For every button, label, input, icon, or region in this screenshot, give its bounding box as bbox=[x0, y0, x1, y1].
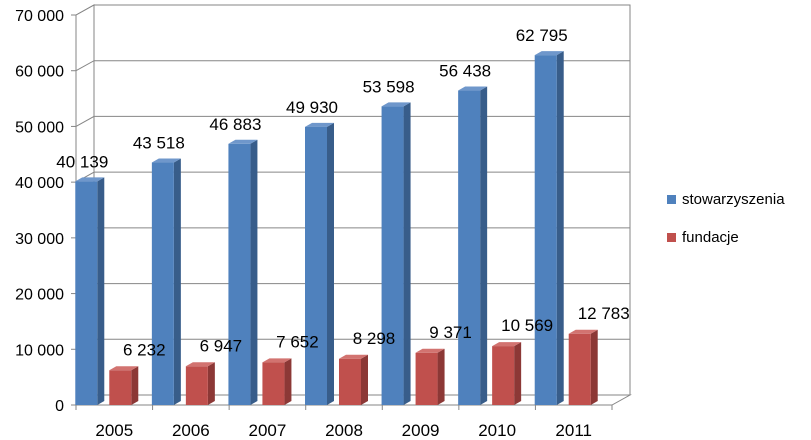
bar-top bbox=[262, 358, 292, 363]
x-axis-ticks: 2005 2006 2007 2008 2009 2010 2011 bbox=[75, 405, 613, 440]
x-tick-label: 2008 bbox=[325, 421, 363, 440]
bar-top bbox=[492, 342, 522, 347]
bar-side bbox=[207, 362, 215, 405]
gridline bbox=[75, 115, 630, 127]
data-label: 12 783 bbox=[578, 304, 630, 323]
bar-side bbox=[131, 366, 139, 405]
data-labels: 40 139 43 518 46 883 49 930 53 598 56 438 62 7… bbox=[56, 26, 629, 359]
y-axis-ticks: 0 10 000 20 000 30 000 40 000 50 000 60 000 70 … bbox=[15, 8, 64, 415]
bar-stowarzyszenia-2009 bbox=[381, 106, 404, 405]
bar-fundacje-2007 bbox=[262, 362, 285, 405]
x-tick-label: 2006 bbox=[172, 421, 210, 440]
bar-stowarzyszenia-2008 bbox=[305, 126, 327, 405]
gridline bbox=[75, 60, 630, 72]
data-label: 10 569 bbox=[501, 316, 553, 335]
data-label: 9 371 bbox=[429, 323, 472, 342]
data-label: 62 795 bbox=[516, 26, 568, 45]
bar-side bbox=[327, 122, 334, 405]
y-tick-label: 10 000 bbox=[15, 342, 64, 359]
bar-top bbox=[568, 329, 598, 334]
bar-side bbox=[250, 139, 258, 405]
bar-side bbox=[556, 51, 564, 405]
bar-fundacje-2009 bbox=[415, 352, 438, 405]
bar-top bbox=[75, 177, 105, 182]
legend-item-stowarzyszenia: stowarzyszenia bbox=[667, 188, 785, 210]
legend-item-fundacje: fundacje bbox=[667, 226, 785, 248]
x-tick-label: 2005 bbox=[95, 421, 133, 440]
data-label: 40 139 bbox=[56, 152, 108, 171]
data-label: 56 438 bbox=[439, 62, 491, 81]
y-tick-label: 50 000 bbox=[15, 119, 64, 136]
bar-top bbox=[339, 354, 368, 359]
legend: stowarzyszenia fundacje bbox=[667, 188, 785, 264]
bar-side bbox=[284, 358, 292, 405]
data-label: 53 598 bbox=[363, 77, 415, 96]
y-tick-label: 70 000 bbox=[15, 8, 64, 25]
data-label: 8 298 bbox=[353, 329, 396, 348]
y-tick-label: 30 000 bbox=[15, 231, 64, 248]
bar-top bbox=[109, 366, 139, 371]
data-label: 43 518 bbox=[133, 134, 185, 153]
bar-side bbox=[437, 348, 445, 405]
gridline bbox=[75, 4, 630, 16]
bar-top bbox=[305, 122, 334, 127]
bars bbox=[75, 51, 598, 405]
bar-top bbox=[381, 102, 411, 107]
bar-fundacje-2011 bbox=[568, 333, 591, 405]
x-tick-label: 2011 bbox=[555, 421, 592, 440]
bar-stowarzyszenia-2007 bbox=[228, 143, 251, 405]
data-label: 6 232 bbox=[123, 340, 166, 359]
y-tick-label: 0 bbox=[55, 398, 64, 415]
bar-top bbox=[228, 139, 258, 144]
bar-fundacje-2008 bbox=[339, 358, 361, 405]
bar-side bbox=[514, 342, 522, 405]
legend-label-stowarzyszenia: stowarzyszenia bbox=[682, 190, 785, 208]
y-tick-label: 40 000 bbox=[15, 175, 64, 192]
data-label: 46 883 bbox=[209, 115, 261, 134]
x-tick-label: 2007 bbox=[249, 421, 287, 440]
bar-stowarzyszenia-2011 bbox=[534, 55, 557, 405]
bar-side bbox=[403, 102, 411, 405]
bar-stowarzyszenia-2005 bbox=[75, 181, 98, 405]
x-tick-label: 2009 bbox=[402, 421, 440, 440]
y-tick-label: 20 000 bbox=[15, 287, 64, 304]
data-label: 6 947 bbox=[200, 336, 243, 355]
y-tick-label: 60 000 bbox=[15, 64, 64, 81]
bar-fundacje-2006 bbox=[185, 366, 208, 405]
legend-swatch-fundacje bbox=[667, 232, 676, 242]
legend-swatch-stowarzyszenia bbox=[667, 194, 676, 204]
bar-top bbox=[534, 51, 564, 56]
bar-side bbox=[97, 177, 105, 405]
data-label: 7 652 bbox=[276, 332, 319, 351]
bar-fundacje-2005 bbox=[109, 370, 132, 405]
bar-stowarzyszenia-2006 bbox=[151, 162, 174, 405]
bar-top bbox=[151, 158, 181, 163]
bar-side bbox=[590, 329, 598, 405]
bar-top bbox=[185, 362, 215, 367]
x-tick-label: 2010 bbox=[478, 421, 516, 440]
bar-side bbox=[173, 158, 181, 405]
bar-top bbox=[458, 86, 488, 91]
bar-side bbox=[361, 354, 368, 405]
data-label: 49 930 bbox=[286, 98, 338, 117]
bar-fundacje-2010 bbox=[492, 346, 515, 405]
bar-side bbox=[480, 86, 488, 405]
legend-label-fundacje: fundacje bbox=[682, 228, 739, 246]
bar-stowarzyszenia-2010 bbox=[458, 90, 481, 405]
bar-top bbox=[415, 348, 445, 353]
